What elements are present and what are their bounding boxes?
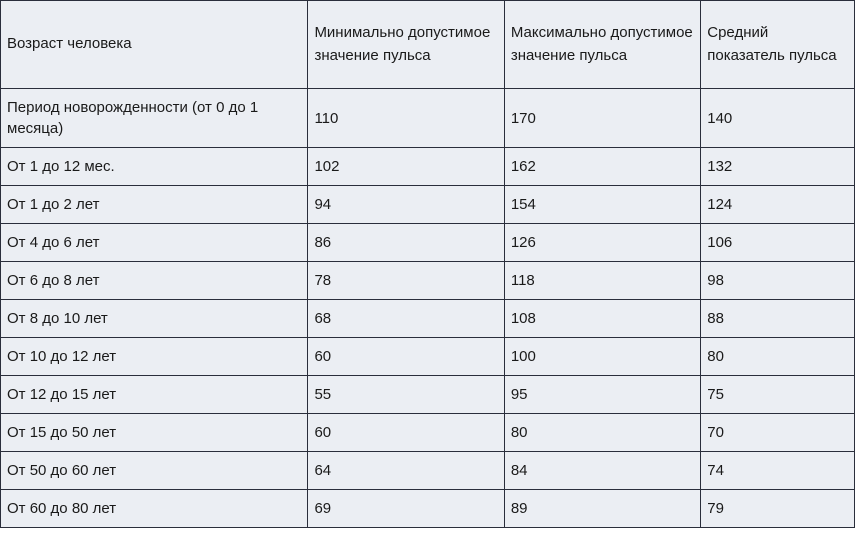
table-row: От 4 до 6 лет 86 126 106 bbox=[1, 224, 855, 262]
cell-min: 55 bbox=[308, 376, 504, 414]
table-row: От 15 до 50 лет 60 80 70 bbox=[1, 414, 855, 452]
cell-age: Период новорожденности (от 0 до 1 месяца… bbox=[1, 89, 308, 148]
col-header-min: Минимально допустимое значение пульса bbox=[308, 1, 504, 89]
cell-age: От 15 до 50 лет bbox=[1, 414, 308, 452]
cell-min: 60 bbox=[308, 338, 504, 376]
cell-age: От 12 до 15 лет bbox=[1, 376, 308, 414]
cell-min: 110 bbox=[308, 89, 504, 148]
cell-max: 170 bbox=[504, 89, 700, 148]
cell-age: От 6 до 8 лет bbox=[1, 262, 308, 300]
table-row: От 60 до 80 лет 69 89 79 bbox=[1, 490, 855, 528]
table-row: От 1 до 2 лет 94 154 124 bbox=[1, 186, 855, 224]
cell-age: От 1 до 12 мес. bbox=[1, 148, 308, 186]
cell-avg: 74 bbox=[701, 452, 855, 490]
table-row: От 1 до 12 мес. 102 162 132 bbox=[1, 148, 855, 186]
cell-min: 78 bbox=[308, 262, 504, 300]
cell-avg: 70 bbox=[701, 414, 855, 452]
cell-max: 108 bbox=[504, 300, 700, 338]
cell-max: 95 bbox=[504, 376, 700, 414]
table-row: От 8 до 10 лет 68 108 88 bbox=[1, 300, 855, 338]
cell-avg: 132 bbox=[701, 148, 855, 186]
cell-max: 118 bbox=[504, 262, 700, 300]
cell-min: 94 bbox=[308, 186, 504, 224]
cell-age: От 8 до 10 лет bbox=[1, 300, 308, 338]
cell-max: 126 bbox=[504, 224, 700, 262]
table-row: От 10 до 12 лет 60 100 80 bbox=[1, 338, 855, 376]
table-row: От 50 до 60 лет 64 84 74 bbox=[1, 452, 855, 490]
table-header-row: Возраст человека Минимально допустимое з… bbox=[1, 1, 855, 89]
table-row: От 6 до 8 лет 78 118 98 bbox=[1, 262, 855, 300]
cell-avg: 106 bbox=[701, 224, 855, 262]
cell-age: От 10 до 12 лет bbox=[1, 338, 308, 376]
cell-max: 162 bbox=[504, 148, 700, 186]
cell-age: От 50 до 60 лет bbox=[1, 452, 308, 490]
cell-avg: 79 bbox=[701, 490, 855, 528]
pulse-rate-table: Возраст человека Минимально допустимое з… bbox=[0, 0, 855, 528]
col-header-age: Возраст человека bbox=[1, 1, 308, 89]
cell-age: От 4 до 6 лет bbox=[1, 224, 308, 262]
cell-avg: 98 bbox=[701, 262, 855, 300]
cell-min: 102 bbox=[308, 148, 504, 186]
cell-min: 60 bbox=[308, 414, 504, 452]
cell-min: 69 bbox=[308, 490, 504, 528]
col-header-avg: Средний показатель пульса bbox=[701, 1, 855, 89]
cell-avg: 80 bbox=[701, 338, 855, 376]
cell-min: 86 bbox=[308, 224, 504, 262]
cell-avg: 88 bbox=[701, 300, 855, 338]
cell-avg: 124 bbox=[701, 186, 855, 224]
cell-age: От 60 до 80 лет bbox=[1, 490, 308, 528]
cell-avg: 140 bbox=[701, 89, 855, 148]
cell-max: 154 bbox=[504, 186, 700, 224]
cell-min: 64 bbox=[308, 452, 504, 490]
cell-age: От 1 до 2 лет bbox=[1, 186, 308, 224]
table-row: Период новорожденности (от 0 до 1 месяца… bbox=[1, 89, 855, 148]
cell-max: 89 bbox=[504, 490, 700, 528]
cell-avg: 75 bbox=[701, 376, 855, 414]
col-header-max: Максимально допустимое значение пульса bbox=[504, 1, 700, 89]
cell-max: 80 bbox=[504, 414, 700, 452]
table-row: От 12 до 15 лет 55 95 75 bbox=[1, 376, 855, 414]
cell-min: 68 bbox=[308, 300, 504, 338]
cell-max: 84 bbox=[504, 452, 700, 490]
cell-max: 100 bbox=[504, 338, 700, 376]
